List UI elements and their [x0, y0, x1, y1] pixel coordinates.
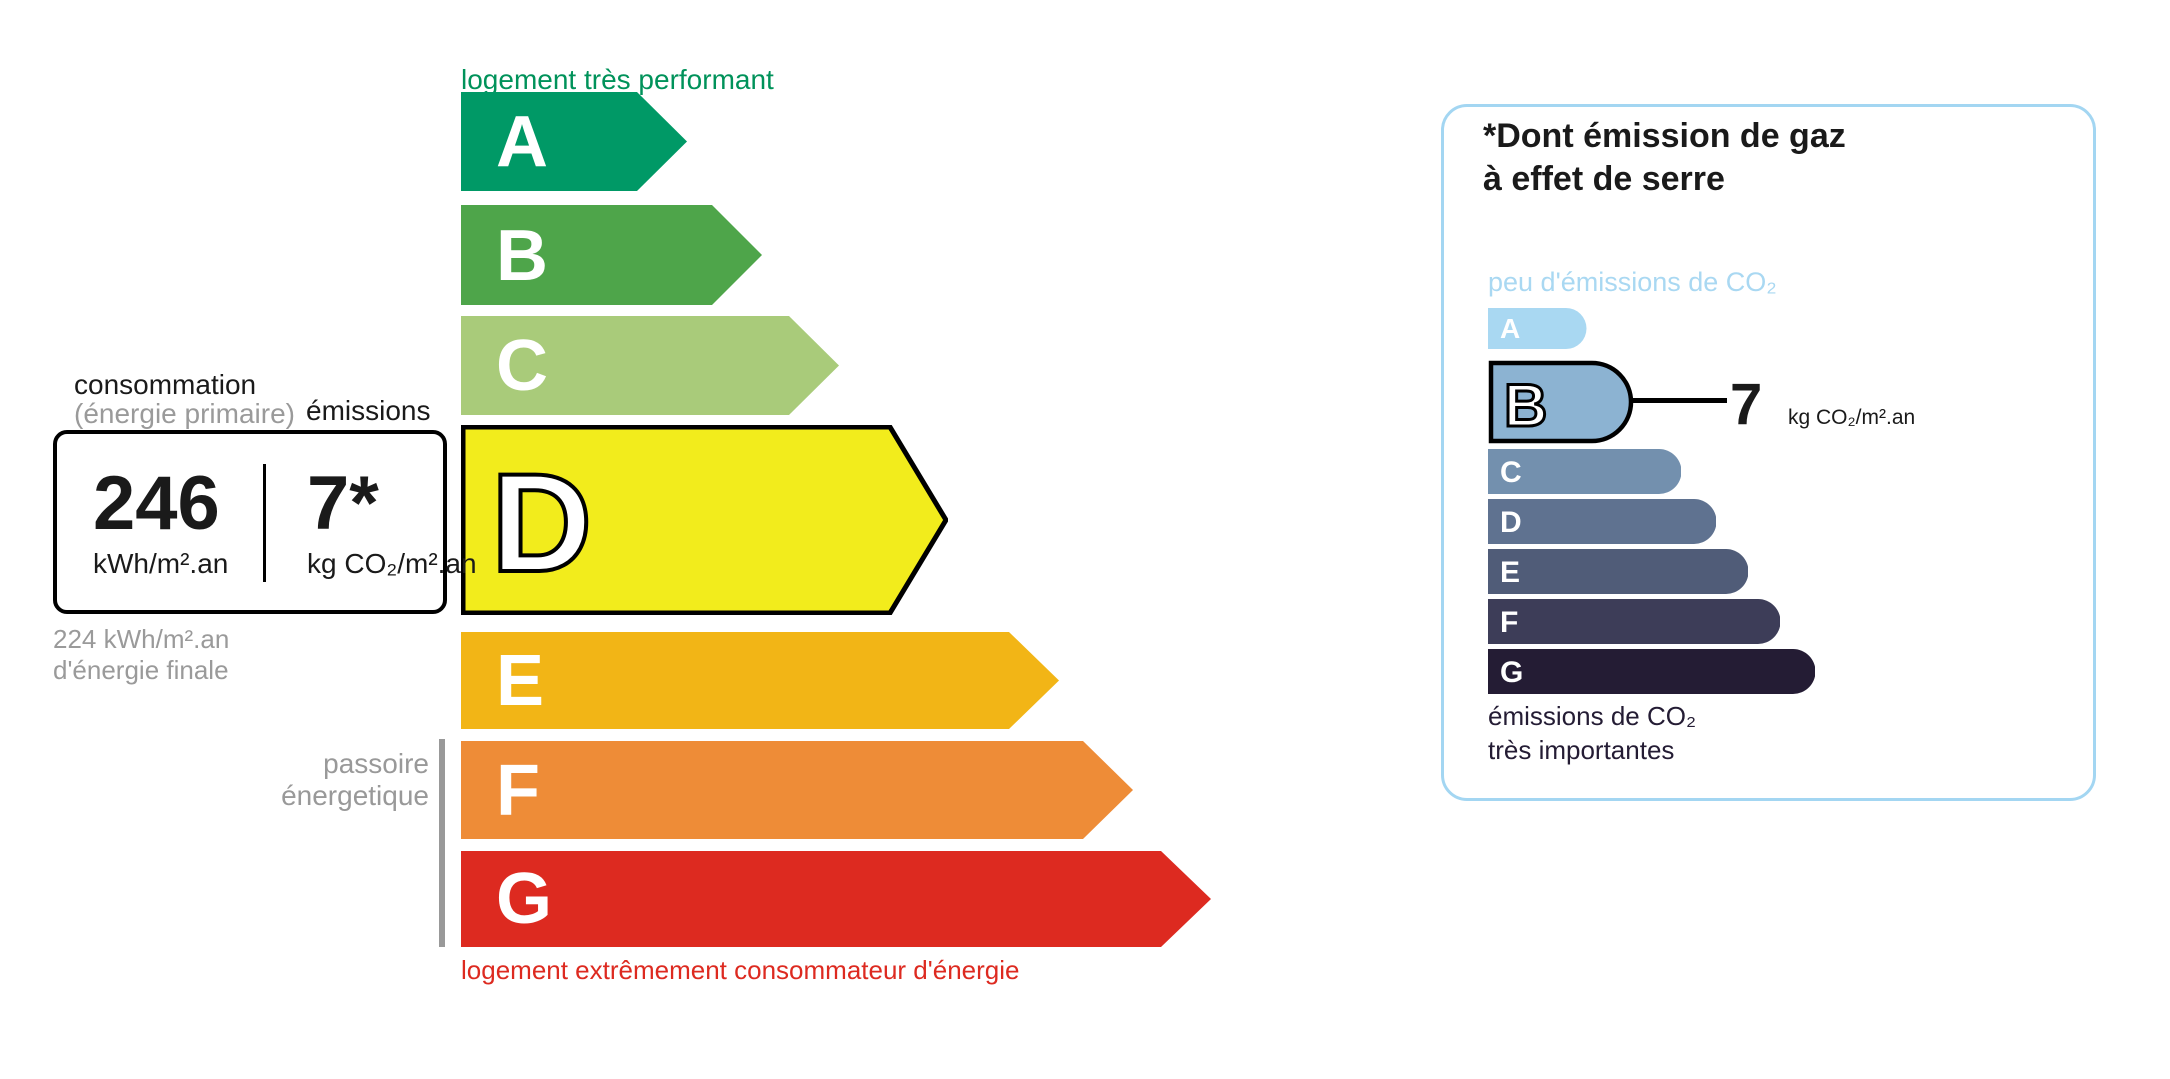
svg-text:D: D [1500, 506, 1522, 539]
svg-text:B: B [1504, 372, 1547, 439]
svg-text:F: F [1500, 606, 1518, 639]
svg-text:G: G [1500, 656, 1523, 689]
svg-text:C: C [496, 326, 548, 406]
svg-text:F: F [496, 751, 540, 831]
svg-text:B: B [496, 216, 548, 296]
svg-text:E: E [496, 641, 544, 721]
svg-text:G: G [496, 859, 552, 939]
svg-text:C: C [1500, 456, 1522, 489]
svg-text:E: E [1500, 556, 1520, 589]
svg-text:A: A [1500, 313, 1520, 344]
svg-text:D: D [491, 444, 592, 601]
svg-text:A: A [496, 102, 548, 182]
